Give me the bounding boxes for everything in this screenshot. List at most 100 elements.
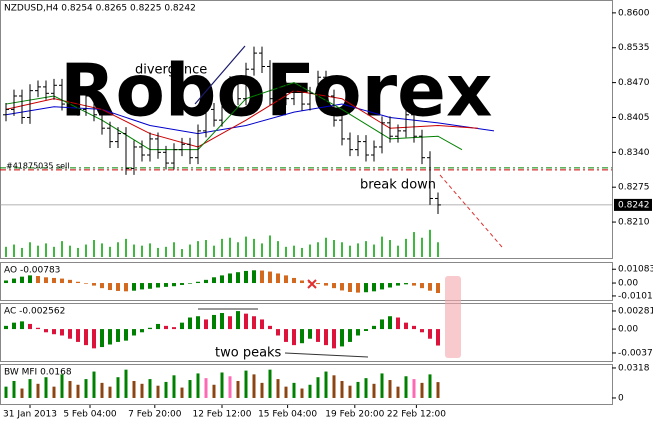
histogram-bar: [188, 283, 192, 284]
y-tick-label: 0.0318: [618, 363, 650, 373]
histogram-bar: [388, 283, 392, 288]
mfi-bar: [428, 374, 432, 398]
histogram-bar: [84, 329, 88, 346]
histogram-bar: [204, 279, 208, 284]
mfi-bar: [348, 385, 352, 398]
histogram-bar: [28, 275, 32, 284]
histogram-bar: [380, 283, 384, 290]
y-tick-label: 0.8405: [618, 113, 650, 123]
histogram-bar: [68, 279, 72, 284]
histogram-bar: [316, 329, 320, 342]
histogram-bar: [268, 325, 272, 330]
histogram-bar: [436, 329, 440, 346]
histogram-bar: [300, 329, 304, 344]
histogram-bar: [100, 329, 104, 348]
y-tick-label: 0.8275: [618, 183, 650, 193]
panel-title: AC -0.002562: [4, 307, 65, 317]
panel-title: BW MFI 0.0168: [4, 368, 72, 378]
histogram-bar: [212, 314, 216, 330]
mfi-bar: [220, 372, 224, 398]
mfi-bar: [268, 369, 272, 398]
mfi-bar: [260, 382, 264, 398]
histogram-bar: [156, 323, 160, 330]
price-label: 0.8242: [618, 200, 650, 210]
histogram-bar: [276, 329, 280, 336]
histogram-bar: [116, 283, 120, 291]
histogram-bar: [292, 329, 296, 346]
mfi-bar: [300, 388, 304, 398]
x-tick-label: 31 Jan 2013: [3, 410, 57, 420]
mfi-bar: [276, 379, 280, 398]
histogram-bar: [20, 276, 24, 284]
mfi-bar: [140, 383, 144, 398]
histogram-bar: [364, 329, 368, 332]
mfi-bar: [172, 375, 176, 398]
histogram-bar: [148, 327, 152, 330]
annotation: divergence: [135, 63, 207, 78]
histogram-bar: [164, 283, 168, 287]
histogram-bar: [364, 283, 368, 293]
x-tick-label: 15 Feb 04:00: [258, 410, 317, 420]
mfi-bar: [316, 377, 320, 398]
histogram-bar: [324, 283, 328, 286]
histogram-bar: [220, 313, 224, 330]
mfi-bar: [212, 384, 216, 398]
histogram-bar: [100, 283, 104, 289]
histogram-bar: [60, 329, 64, 336]
histogram-bar: [180, 322, 184, 330]
mfi-bar: [84, 379, 88, 398]
y-tick-label: 0.8535: [618, 43, 650, 53]
mfi-bar: [244, 370, 248, 398]
histogram-bar: [380, 319, 384, 330]
histogram-bar: [188, 317, 192, 330]
histogram-bar: [308, 329, 312, 339]
histogram-bar: [244, 313, 248, 330]
mfi-bar: [76, 384, 80, 398]
histogram-bar: [348, 283, 352, 292]
y-tick-label: 0.8340: [618, 148, 650, 158]
cross-marker: [307, 279, 317, 289]
mfi-bar: [28, 379, 32, 398]
histogram-bar: [20, 321, 24, 330]
histogram-bar: [92, 283, 96, 286]
histogram-bar: [132, 329, 136, 336]
histogram-bar: [316, 283, 320, 285]
y-tick-label: 0.00: [618, 325, 638, 335]
histogram-bar: [180, 283, 184, 285]
peak-line: [284, 352, 369, 358]
histogram-bar: [252, 270, 256, 284]
histogram-bar: [396, 283, 400, 286]
mfi-bar: [324, 371, 328, 398]
histogram-bar: [284, 329, 288, 342]
histogram-bar: [324, 329, 328, 346]
histogram-bar: [4, 325, 8, 330]
mfi-bar: [52, 386, 56, 398]
histogram-bar: [76, 329, 80, 342]
mfi-bar: [228, 376, 232, 398]
histogram-bar: [244, 270, 248, 284]
x-tick-label: 5 Feb 04:00: [63, 410, 117, 420]
histogram-bar: [252, 316, 256, 330]
annotation: two peaks: [215, 346, 282, 361]
histogram-bar: [276, 273, 280, 284]
mfi-bar: [196, 373, 200, 398]
histogram-bar: [36, 276, 40, 284]
mfi-bar: [60, 374, 64, 398]
histogram-bar: [332, 329, 336, 349]
y-tick-label: 0.8470: [618, 78, 650, 88]
histogram-bar: [412, 283, 416, 286]
mfi-bar: [108, 386, 112, 398]
mfi-bar: [404, 376, 408, 398]
x-tick-label: 19 Feb 20:00: [325, 410, 384, 420]
histogram-bar: [68, 329, 72, 339]
mfi-bar: [356, 381, 360, 398]
histogram-bar: [164, 325, 168, 330]
histogram-bar: [212, 277, 216, 284]
histogram-bar: [196, 281, 200, 284]
mfi-bar: [12, 380, 16, 398]
histogram-bar: [172, 283, 176, 287]
histogram-bar: [220, 275, 224, 284]
